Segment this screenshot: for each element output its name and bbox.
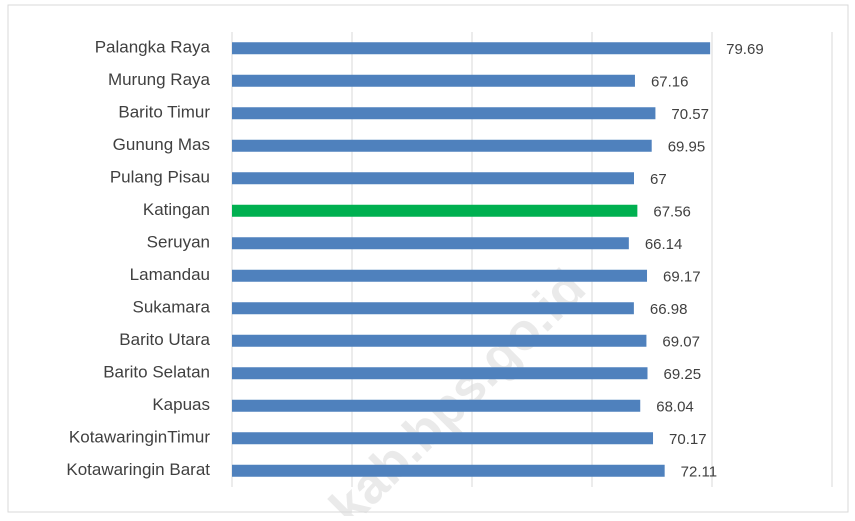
y-tick-label: Barito Utara	[119, 330, 210, 349]
value-label: 66.98	[650, 301, 688, 318]
y-tick-label: Kapuas	[152, 395, 210, 414]
value-label: 67.16	[651, 74, 689, 91]
bar	[232, 107, 656, 120]
chart-frame	[7, 4, 849, 513]
y-tick-label: Sukamara	[133, 298, 211, 317]
bar	[232, 74, 635, 87]
bar	[232, 367, 648, 380]
y-tick-label: Pulang Pisau	[110, 168, 210, 187]
bar	[232, 432, 654, 445]
bar	[232, 204, 638, 217]
bar	[232, 172, 634, 185]
y-tick-label: Seruyan	[147, 233, 210, 252]
value-label: 69.07	[662, 334, 700, 351]
value-label: 69.17	[663, 269, 701, 286]
bar	[232, 399, 641, 412]
value-label: 66.14	[645, 236, 683, 253]
y-tick-label: Katingan	[143, 200, 210, 219]
bar	[232, 237, 629, 250]
value-label: 68.04	[656, 399, 694, 416]
value-label: 67.56	[653, 204, 691, 221]
bar	[232, 302, 634, 315]
value-label: 69.25	[664, 366, 702, 383]
y-tick-label: Kotawaringin Barat	[66, 460, 210, 479]
y-tick-label: Palangka Raya	[95, 38, 211, 57]
y-tick-label: Gunung Mas	[113, 135, 210, 154]
value-label: 70.17	[669, 431, 707, 448]
value-label: 79.69	[726, 41, 764, 58]
y-tick-label: Barito Selatan	[103, 363, 210, 382]
bar	[232, 42, 711, 55]
value-label: 69.95	[668, 139, 706, 156]
bar	[232, 269, 648, 282]
value-label: 67	[650, 171, 667, 188]
bar	[232, 139, 652, 152]
y-tick-label: Lamandau	[130, 265, 210, 284]
y-tick-label: Barito Timur	[118, 103, 210, 122]
value-label: 70.57	[671, 106, 709, 123]
bar	[232, 464, 665, 477]
value-label: 72.11	[681, 464, 717, 481]
y-tick-label: KotawaringinTimur	[69, 428, 210, 447]
y-tick-label: Murung Raya	[108, 70, 211, 89]
bar	[232, 334, 647, 347]
